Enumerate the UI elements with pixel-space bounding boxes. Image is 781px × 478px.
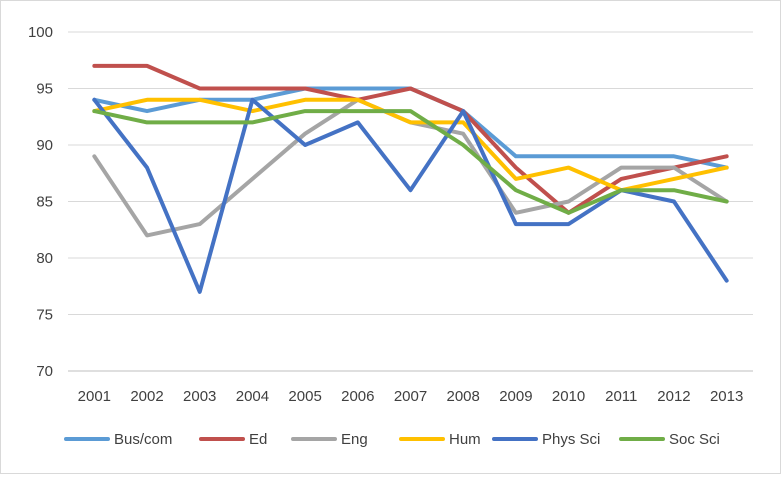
x-tick-label: 2012 (657, 388, 690, 405)
x-tick-label: 2005 (288, 388, 321, 405)
series-lines (92, 63, 729, 294)
legend-label-phys-sci: Phys Sci (542, 431, 600, 448)
x-tick-label: 2002 (130, 388, 163, 405)
y-tick-label: 85 (36, 194, 53, 211)
x-tick-label: 2011 (605, 388, 637, 405)
x-tick-label: 2007 (394, 388, 427, 405)
x-tick-label: 2004 (236, 388, 269, 405)
x-axis-ticks: 2001 2002 2003 2004 2005 2006 2007 2008 2009 2010… (78, 388, 744, 405)
y-tick-label: 100 (28, 24, 53, 41)
x-tick-label: 2006 (341, 388, 374, 405)
y-tick-label: 90 (36, 137, 53, 154)
x-tick-label: 2009 (499, 388, 532, 405)
legend: Bus/com Ed Eng Hum Phys Sci Soc Sci (64, 431, 720, 448)
x-tick-label: 2001 (78, 388, 111, 405)
x-tick-label: 2008 (447, 388, 480, 405)
legend-label-soc-sci: Soc Sci (669, 431, 720, 448)
series-line-soc-sci (92, 109, 729, 215)
y-axis-ticks: 70 75 80 85 90 95 100 (28, 24, 53, 380)
x-tick-label: 2003 (183, 388, 216, 405)
y-tick-label: 70 (36, 363, 53, 380)
legend-label-bus-com: Bus/com (114, 431, 172, 448)
x-tick-label: 2010 (552, 388, 585, 405)
y-tick-label: 80 (36, 250, 53, 267)
series-line-eng (92, 97, 729, 238)
legend-label-ed: Ed (249, 431, 267, 448)
x-tick-label: 2013 (710, 388, 743, 405)
series-line-ed (92, 63, 729, 215)
y-tick-label: 95 (36, 81, 53, 98)
y-tick-label: 75 (36, 307, 53, 324)
legend-label-eng: Eng (341, 431, 368, 448)
legend-label-hum: Hum (449, 431, 481, 448)
series-line-phys-sci (92, 97, 729, 294)
